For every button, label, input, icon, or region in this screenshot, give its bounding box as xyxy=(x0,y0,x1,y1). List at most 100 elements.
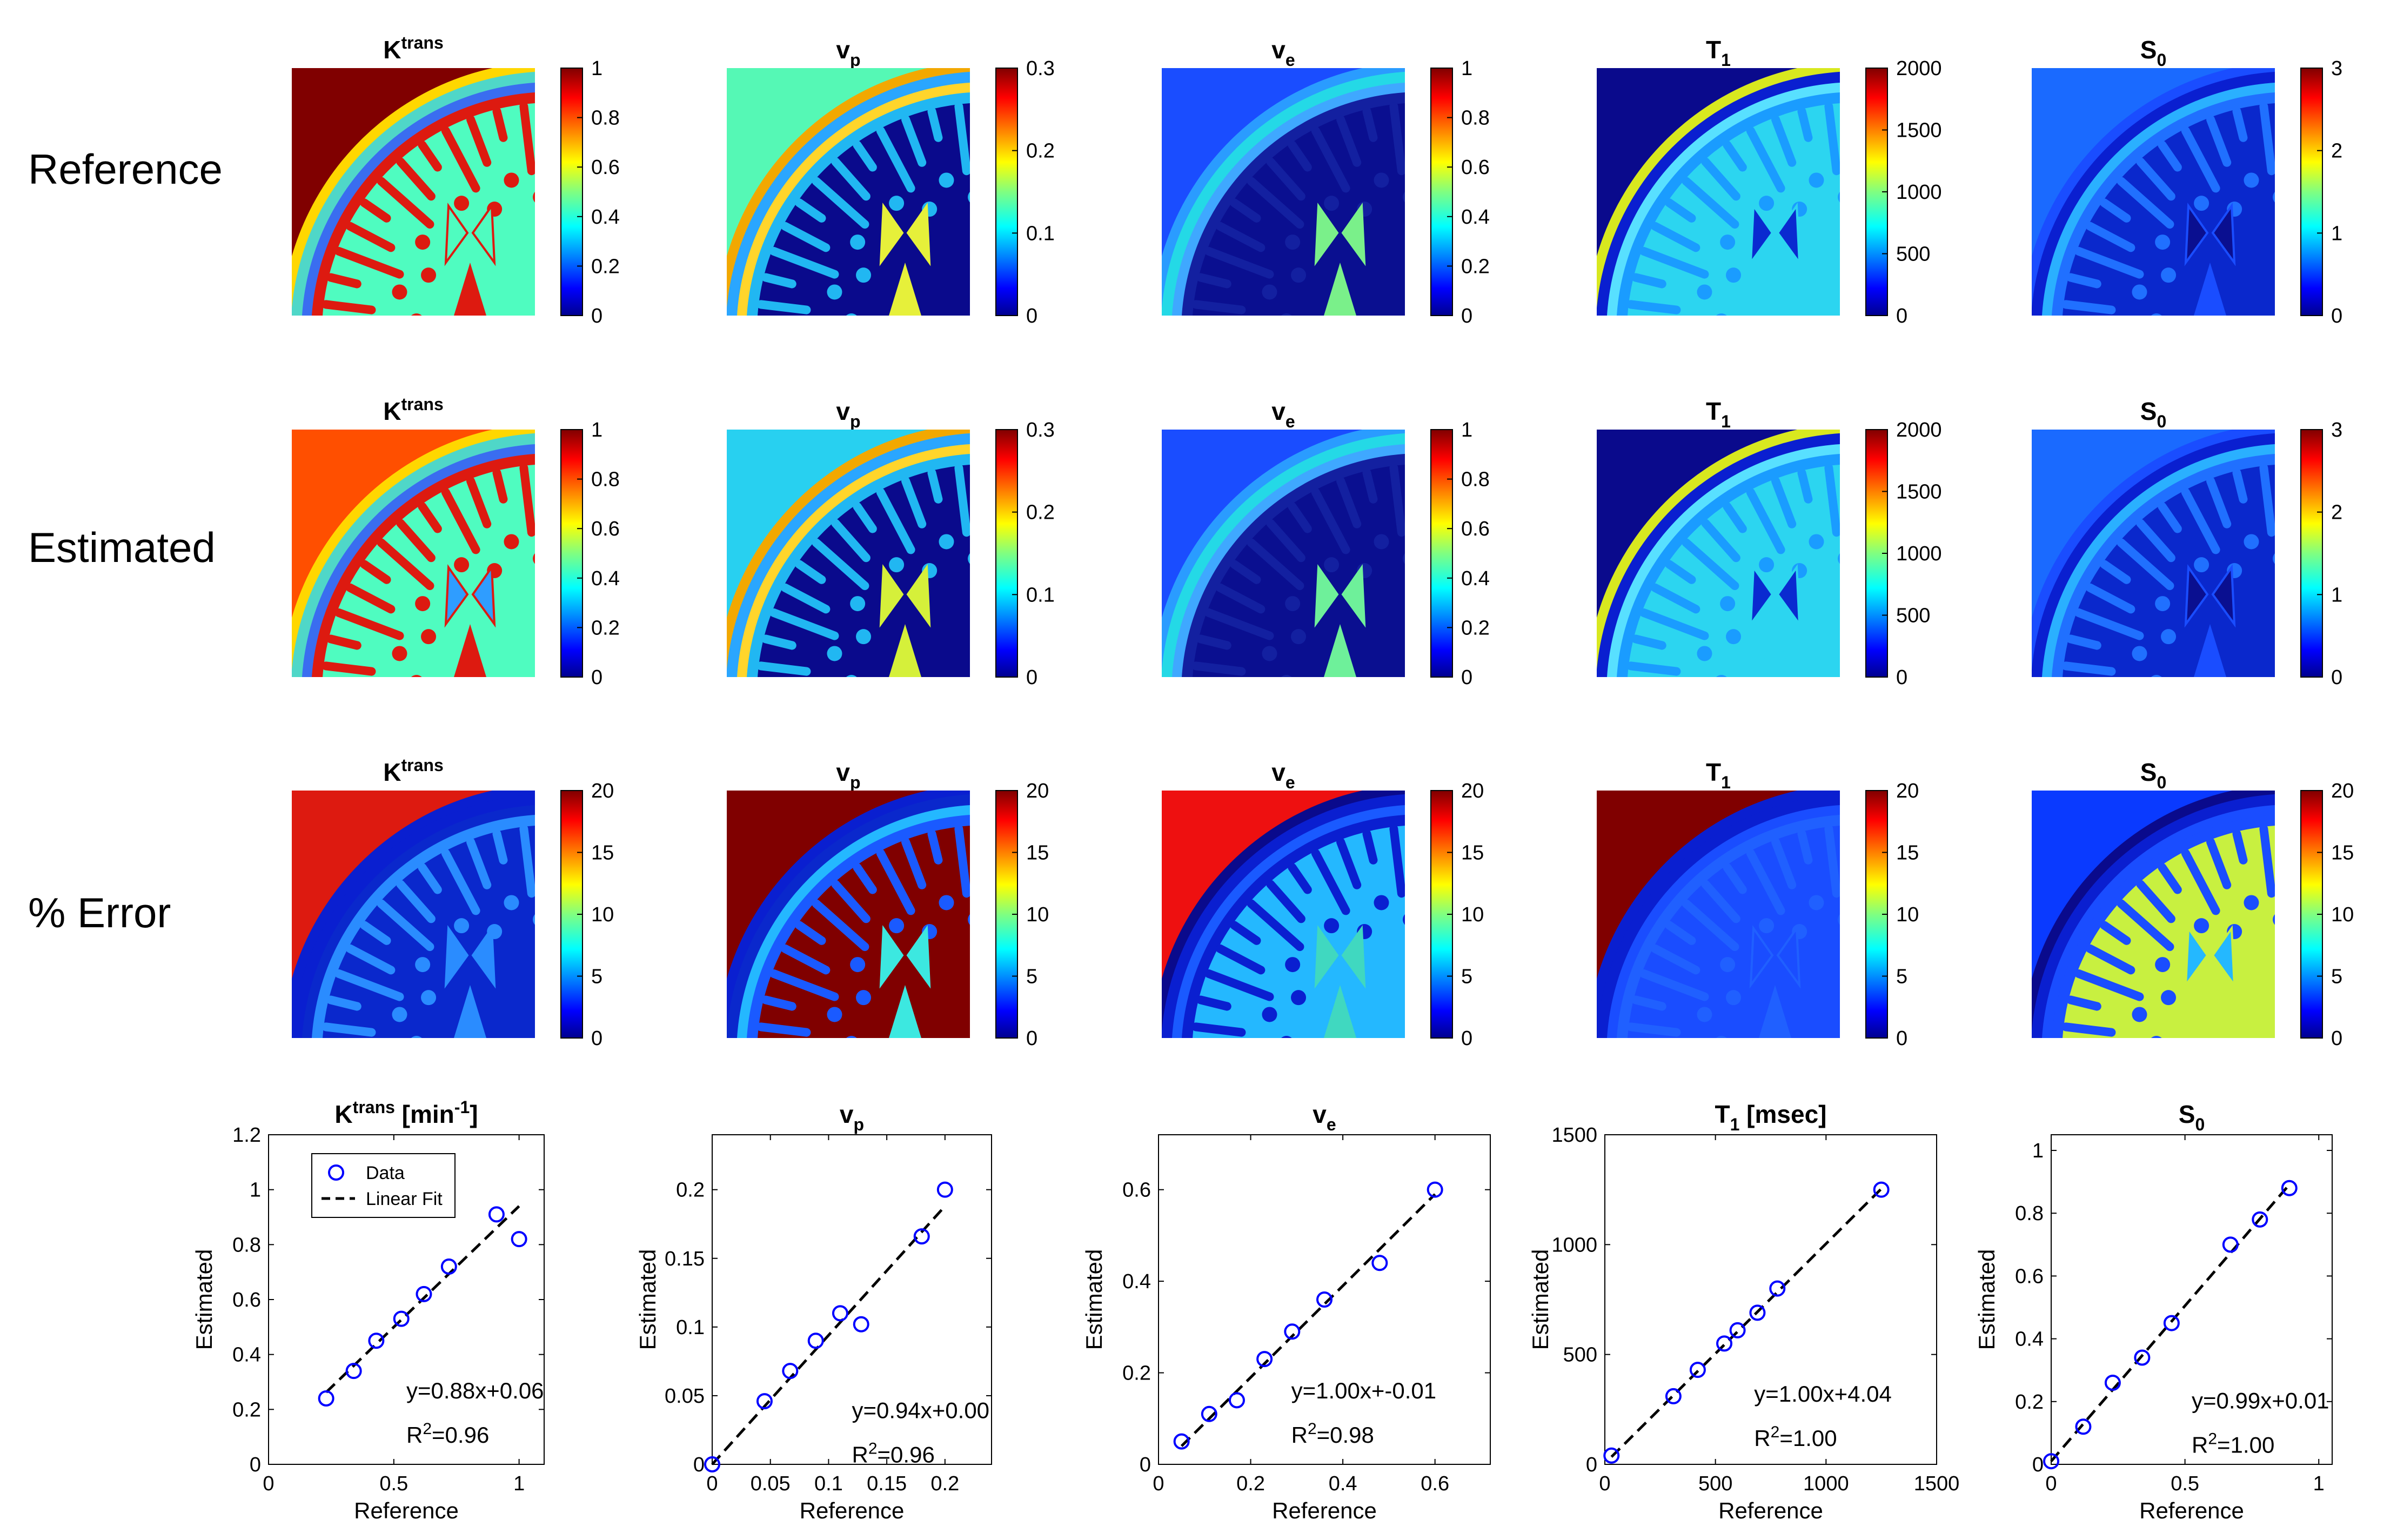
colorbar-tick-label: 0.2 xyxy=(1461,255,1490,278)
title-base: K xyxy=(334,1100,352,1128)
y-tick-label: 0 xyxy=(1140,1454,1151,1476)
gyrus xyxy=(2259,825,2275,898)
ventricle-right xyxy=(1341,203,1366,266)
gyrus-fold xyxy=(2244,534,2259,550)
gyrus-fold xyxy=(1726,990,1742,1006)
x-tick-label: 0.5 xyxy=(379,1472,408,1495)
gyrus xyxy=(360,198,391,223)
gyrus-fold xyxy=(2194,196,2209,211)
gyrus xyxy=(1701,519,1740,563)
data-point xyxy=(368,1333,385,1349)
gyrus xyxy=(2086,944,2135,975)
colorbar-tick-label: 2000 xyxy=(1896,57,1942,80)
map-panels: Ktrans00.20.40.60.81vp00.10.20.3ve00.20.… xyxy=(292,33,2354,1050)
y-tick-label: 0.2 xyxy=(676,1179,705,1202)
gyrus xyxy=(901,477,927,528)
title-base: v xyxy=(840,1100,854,1128)
y-tick-label: 0.6 xyxy=(2015,1265,2044,1288)
gyrus-fold xyxy=(939,172,954,188)
gyrus xyxy=(519,102,535,176)
gyrus xyxy=(322,661,376,676)
r-squared: R2=0.96 xyxy=(852,1440,935,1468)
map-title: Ktrans xyxy=(383,33,443,64)
colorbar-tick-label: 15 xyxy=(591,842,614,865)
gyrus xyxy=(876,849,915,915)
gyrus xyxy=(1230,198,1261,223)
r-squared: R2=1.00 xyxy=(1754,1423,1837,1451)
y-tick-label: 0 xyxy=(2032,1454,2044,1476)
map-title-base: K xyxy=(383,758,401,786)
map-panel-reference-vp: vp 0 0.1 0.2 0.3 xyxy=(727,36,1055,327)
scatter-panel-1: Ktrans [min-1] 0 0.5 1 0 0.2 0.4 0.6 0.8 1 1.2 Refe… xyxy=(191,1097,545,1523)
map-title-base: S xyxy=(2140,397,2157,425)
gyrus xyxy=(519,464,535,537)
colorbar-tick-label: 0 xyxy=(1896,1027,1907,1050)
gyrus xyxy=(876,126,915,193)
gyrus xyxy=(441,849,480,915)
data-point xyxy=(1689,1362,1706,1378)
map-title-sub: 0 xyxy=(2157,412,2166,431)
midline-structure xyxy=(1324,263,1356,316)
map-title: Ktrans xyxy=(383,394,443,425)
brain-map xyxy=(1597,430,1840,677)
gyrus xyxy=(1824,464,1840,537)
gyrus xyxy=(2206,477,2232,528)
r-squared-value: =0.96 xyxy=(432,1422,489,1448)
colorbar-tick-label: 0.2 xyxy=(1461,617,1490,639)
gyrus xyxy=(1651,583,1700,614)
map-panel-estimated-t1: T1 0 500 1000 1500 2000 xyxy=(1597,397,1942,689)
midline-structure xyxy=(454,985,486,1038)
scatter-title: T1 [msec] xyxy=(1715,1100,1827,1134)
gyrus xyxy=(1771,838,1797,889)
colorbar xyxy=(2300,429,2323,678)
linear-fit-line xyxy=(1610,1188,1883,1458)
r-squared: R2=0.96 xyxy=(406,1420,489,1448)
gyrus-fold xyxy=(1716,675,1727,677)
gyrus xyxy=(876,488,915,554)
gyrus-fold xyxy=(1838,192,1840,203)
gyrus xyxy=(2232,107,2248,142)
gyrus-fold xyxy=(1809,534,1824,550)
data-point xyxy=(393,1310,410,1327)
y-tick-label: 1 xyxy=(250,1179,261,1202)
gyrus-fold xyxy=(1285,957,1301,973)
ventricle-left xyxy=(2184,203,2209,266)
gyrus-fold xyxy=(1759,196,1775,211)
gyrus xyxy=(1651,944,1700,975)
gyrus xyxy=(2136,157,2175,201)
gyrus xyxy=(2061,1022,2116,1037)
gyrus xyxy=(2158,863,2182,894)
colorbar-tick-label: 0.1 xyxy=(1026,222,1055,245)
r-squared-value: =1.00 xyxy=(2217,1432,2274,1457)
colorbar xyxy=(1430,429,1453,678)
midline-structure xyxy=(889,624,921,677)
gyrus xyxy=(334,969,404,1001)
data-point xyxy=(936,1181,953,1198)
gyrus xyxy=(2086,222,2135,252)
x-tick-label: 0.1 xyxy=(814,1472,843,1495)
gyrus xyxy=(2136,880,2175,923)
map-title: S0 xyxy=(2140,758,2166,792)
gyrus-fold xyxy=(454,918,470,934)
ventricle-right xyxy=(1776,925,1801,989)
x-tick-label: 0 xyxy=(1599,1472,1610,1495)
gyrus xyxy=(831,880,871,923)
gyrus-fold xyxy=(1324,196,1340,211)
gyrus xyxy=(2259,102,2275,176)
map-title-sup: trans xyxy=(401,755,443,775)
data-point xyxy=(2222,1236,2239,1253)
colorbar-tick-label: 1000 xyxy=(1896,543,1942,565)
scatter-title: Ktrans [min-1] xyxy=(334,1097,478,1128)
map-title-sub: e xyxy=(1285,412,1295,431)
gyrus xyxy=(441,488,480,554)
gyrus-fold xyxy=(827,1007,842,1022)
map-panel-estimated-vp: vp 0 0.1 0.2 0.3 xyxy=(727,397,1055,689)
gyrus xyxy=(2117,177,2174,229)
map-title-base: T xyxy=(1706,397,1721,425)
colorbar-tick-label: 1500 xyxy=(1896,119,1942,142)
gyrus xyxy=(2117,538,2174,591)
ventricle-left xyxy=(2184,925,2209,989)
gyrus-fold xyxy=(1838,553,1840,564)
gyrus xyxy=(2206,838,2232,889)
